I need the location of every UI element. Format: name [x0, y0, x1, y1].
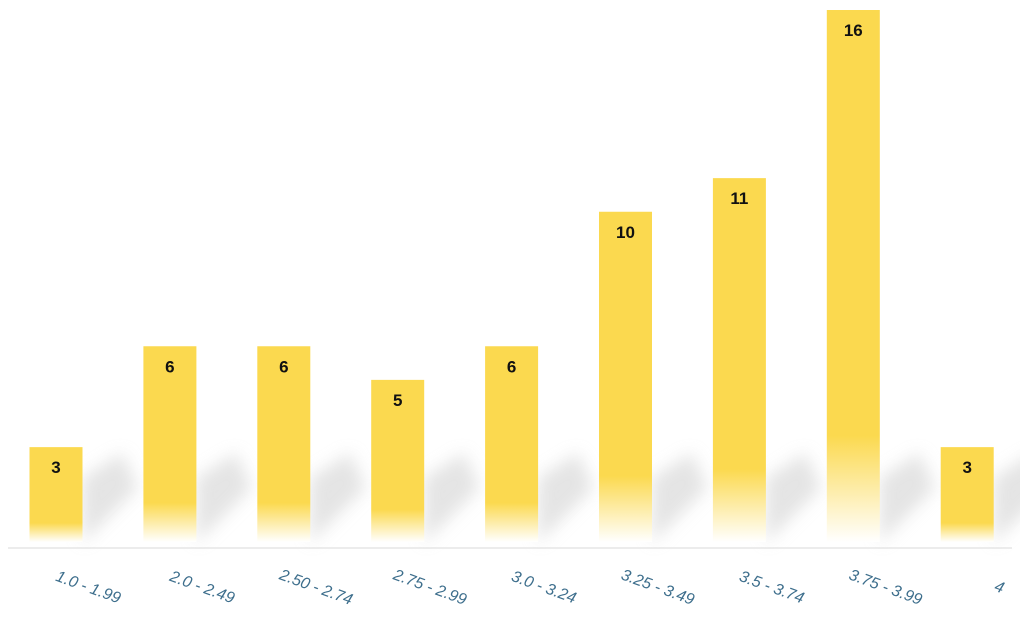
bar-shadow [652, 453, 707, 543]
bar-shadow [310, 453, 366, 543]
bar-value-label: 6 [165, 357, 174, 376]
x-tick-label: 3.5 - 3.74 [737, 568, 806, 607]
bars [29, 10, 994, 542]
value-labels: 3 6 6 5 6 10 11 16 3 [51, 21, 972, 477]
x-tick-label: 3.75 - 3.99 [847, 567, 925, 609]
bar [257, 346, 311, 542]
x-tick-label: 3.25 - 3.49 [619, 567, 697, 609]
bar [940, 447, 994, 542]
bar [826, 10, 880, 542]
bar-value-label: 3 [51, 458, 60, 477]
bar [599, 211, 652, 542]
bar-shadow [424, 453, 480, 543]
x-tick-label: 1.0 - 1.99 [53, 568, 122, 607]
bar-value-label: 16 [844, 21, 863, 40]
bar [712, 178, 766, 542]
x-tick-label: 4 [992, 578, 1006, 597]
bar-value-label: 11 [730, 189, 748, 208]
bar-shadow [765, 453, 821, 543]
bar-value-label: 10 [616, 223, 635, 242]
bar-value-label: 5 [393, 391, 402, 410]
bar-shadow [993, 461, 1020, 543]
bar-shadow [82, 453, 138, 543]
bar-value-label: 6 [507, 357, 516, 376]
bar-shadow [196, 453, 252, 543]
bar-shadow [538, 453, 594, 543]
x-tick-label: 3.0 - 3.24 [509, 568, 578, 607]
x-tick-labels: 1.0 - 1.99 2.0 - 2.49 2.50 - 2.74 2.75 - 2.… [53, 566, 1006, 609]
x-tick-label: 2.50 - 2.74 [276, 566, 355, 609]
bar [371, 379, 425, 542]
x-tick-label: 2.0 - 2.49 [166, 568, 236, 607]
bar [143, 346, 197, 542]
bar-value-label: 3 [962, 458, 971, 477]
bar [485, 346, 539, 542]
bar [29, 447, 83, 542]
bar-shadow [879, 453, 935, 543]
bar-shadows [82, 453, 1020, 543]
bar-value-label: 6 [279, 357, 288, 376]
x-tick-label: 2.75 - 2.99 [390, 566, 469, 609]
